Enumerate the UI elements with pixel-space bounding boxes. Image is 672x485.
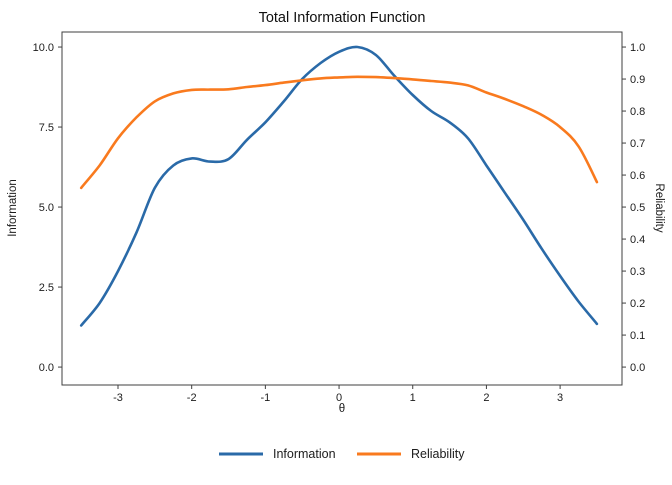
y-right-tick-label: 0.3 — [630, 266, 645, 278]
x-tick-label: 2 — [483, 392, 489, 404]
y-right-tick-label: 0.0 — [630, 362, 645, 374]
legend: Information Reliability — [219, 447, 465, 461]
legend-label-reliability: Reliability — [411, 447, 465, 461]
y-left-tick-label: 7.5 — [39, 122, 54, 134]
y-right-tick-label: 0.4 — [630, 234, 645, 246]
y-left-tick-label: 0.0 — [39, 362, 54, 374]
information-line — [79, 45, 599, 327]
y-right-axis-label: Reliability — [653, 183, 665, 232]
plot-panel — [61, 31, 623, 386]
axis-ticks: -3 -2 -1 0 1 2 3 0.0 2.5 5.0 7.5 10.0 0.0 0.1 0.2 0.3 0.… — [33, 42, 646, 404]
x-tick-label: 3 — [557, 392, 563, 404]
x-tick-label: -3 — [113, 392, 123, 404]
y-right-tick-label: 0.5 — [630, 202, 645, 214]
chart-title: Total Information Function — [259, 10, 426, 26]
x-axis-label: θ — [339, 403, 345, 415]
y-right-tick-label: 1.0 — [630, 42, 645, 54]
x-tick-label: -2 — [187, 392, 197, 404]
y-left-tick-label: 10.0 — [33, 42, 54, 54]
y-left-tick-label: 2.5 — [39, 282, 54, 294]
y-right-tick-label: 0.6 — [630, 170, 645, 182]
series-lines — [79, 45, 599, 327]
reliability-line — [79, 75, 599, 190]
x-tick-label: 0 — [336, 392, 342, 404]
x-tick-label: 1 — [410, 392, 416, 404]
y-right-tick-label: 0.1 — [630, 330, 645, 342]
y-left-axis-label: Information — [7, 179, 19, 237]
y-right-tick-label: 0.8 — [630, 106, 645, 118]
x-tick-label: -1 — [260, 392, 270, 404]
y-right-tick-label: 0.9 — [630, 74, 645, 86]
y-right-tick-label: 0.2 — [630, 298, 645, 310]
y-left-tick-label: 5.0 — [39, 202, 54, 214]
legend-label-information: Information — [273, 447, 336, 461]
y-right-tick-label: 0.7 — [630, 138, 645, 150]
